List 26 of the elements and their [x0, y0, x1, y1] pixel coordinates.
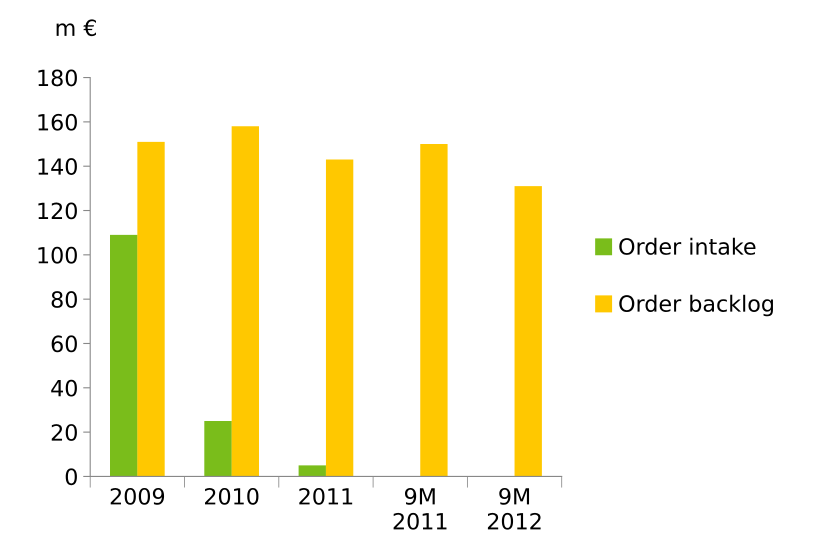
bar [204, 421, 232, 476]
y-tick-label: 20 [52, 424, 77, 441]
bar [326, 160, 354, 476]
y-tick-label: 160 [38, 114, 77, 131]
y-tick-label: 140 [38, 158, 77, 175]
legend-label: Order intake [619, 238, 756, 255]
y-tick-label: 120 [38, 202, 77, 220]
x-tick-label: 2010 [205, 488, 258, 505]
x-tick-label: 2009 [110, 488, 164, 505]
y-tick-label: 60 [52, 335, 77, 352]
x-tick-label: 2011 [299, 488, 352, 505]
bar [232, 126, 259, 476]
legend-label: Order backlog [619, 294, 773, 316]
bar [420, 144, 448, 476]
y-tick-label: 0 [66, 468, 77, 486]
y-tick-label: 100 [38, 246, 77, 264]
bar [137, 142, 165, 476]
y-tick-label: 40 [51, 380, 77, 397]
bar [110, 234, 138, 476]
x-tick-label: 9M 2011 [394, 488, 446, 530]
x-tick-label: 9M 2012 [488, 488, 541, 530]
bar [298, 465, 326, 476]
y-axis-title: m € [56, 19, 96, 36]
y-tick-label: 80 [52, 291, 77, 308]
y-tick-label: 180 [38, 70, 77, 86]
bar [514, 186, 542, 476]
